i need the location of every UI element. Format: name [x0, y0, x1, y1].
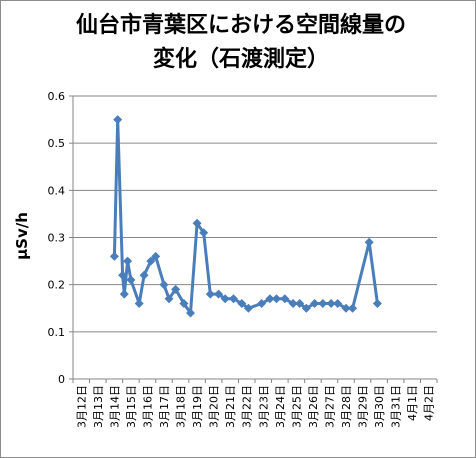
- data-point: [220, 294, 230, 304]
- data-point: [118, 270, 128, 280]
- x-tick-label: 3月31日: [390, 385, 403, 428]
- x-tick-label: 3月22日: [241, 385, 254, 428]
- data-point: [164, 294, 174, 304]
- data-point: [186, 308, 195, 318]
- x-tick-label: 3月27日: [323, 385, 336, 428]
- data-point: [171, 284, 181, 294]
- series: [109, 115, 382, 318]
- data-point: [126, 275, 136, 285]
- y-tick-label: 0: [58, 373, 65, 386]
- x-tick-label: 3月14日: [108, 385, 121, 428]
- data-point: [364, 237, 374, 247]
- data-point: [159, 280, 169, 290]
- y-tick-labels: 0 0.1 0.2 0.3 0.4 0.5 0.6: [48, 90, 66, 386]
- data-point: [243, 303, 253, 313]
- x-tick-label: 3月15日: [125, 385, 138, 428]
- data-point: [214, 289, 224, 299]
- data-point: [134, 299, 144, 308]
- y-tick-label: 0.4: [48, 184, 66, 197]
- data-point: [318, 299, 328, 308]
- data-point: [109, 251, 119, 261]
- data-point: [205, 289, 215, 299]
- data-point: [199, 228, 209, 238]
- chart-title: 仙台市青葉区における空間線量の 変化（石渡測定）: [41, 9, 441, 77]
- x-tick-label: 3月17日: [158, 385, 171, 428]
- y-tick-label: 0.2: [48, 279, 66, 292]
- data-point: [348, 303, 358, 313]
- y-tick-label: 0.1: [48, 326, 66, 339]
- y-axis-label: μSv/h: [13, 212, 31, 260]
- x-tick-label: 3月12日: [75, 385, 88, 428]
- x-tick-label: 4月1日: [406, 385, 419, 421]
- data-point: [192, 218, 202, 228]
- data-point: [326, 299, 336, 308]
- data-point: [151, 251, 161, 261]
- x-tick-label: 3月29日: [357, 385, 370, 428]
- x-tick-label: 3月16日: [141, 385, 154, 428]
- x-tick-label: 3月23日: [257, 385, 270, 428]
- x-tick-label: 3月24日: [274, 385, 287, 428]
- grid-lines: [73, 95, 437, 333]
- data-point: [119, 289, 129, 299]
- x-tick-label: 3月20日: [208, 385, 221, 428]
- x-tick-label: 3月21日: [224, 385, 237, 428]
- data-point: [237, 299, 247, 308]
- data-point: [280, 294, 290, 304]
- y-tick-label: 0.3: [48, 232, 66, 245]
- data-point: [301, 303, 311, 313]
- data-point: [333, 299, 343, 308]
- data-point: [257, 299, 267, 308]
- axes: [69, 95, 438, 383]
- x-tick-label: 3月26日: [307, 385, 320, 428]
- data-point: [146, 256, 156, 266]
- x-tick-label: 3月18日: [175, 385, 188, 428]
- chart-title-line-1: 仙台市青葉区における空間線量の: [75, 13, 406, 38]
- data-point: [341, 303, 351, 313]
- data-point: [288, 299, 298, 308]
- y-tick-label: 0.6: [48, 90, 66, 103]
- data-point: [113, 115, 123, 125]
- x-tick-label: 3月13日: [92, 385, 105, 428]
- y-tick-label: 0.5: [48, 137, 66, 150]
- data-point: [372, 299, 382, 308]
- data-point: [123, 256, 133, 266]
- data-point: [179, 299, 189, 308]
- x-tick-label: 3月30日: [373, 385, 386, 428]
- data-point: [229, 294, 238, 304]
- chart-title-line-2: 変化（石渡測定）: [152, 47, 329, 72]
- x-tick-label: 4月2日: [423, 385, 436, 421]
- data-point: [265, 294, 275, 304]
- x-tick-label: 3月28日: [340, 385, 353, 428]
- x-tick-labels: 3月12日 3月13日 3月14日 3月15日 3月16日 3月17日 3月18日 3月19日…: [75, 385, 435, 428]
- x-tick-label: 3月19日: [191, 385, 204, 428]
- data-point: [310, 299, 320, 308]
- data-point: [272, 294, 281, 304]
- x-tick-label: 3月25日: [290, 385, 303, 428]
- data-point: [139, 270, 149, 280]
- data-point: [295, 299, 305, 308]
- series-line: [112, 118, 379, 315]
